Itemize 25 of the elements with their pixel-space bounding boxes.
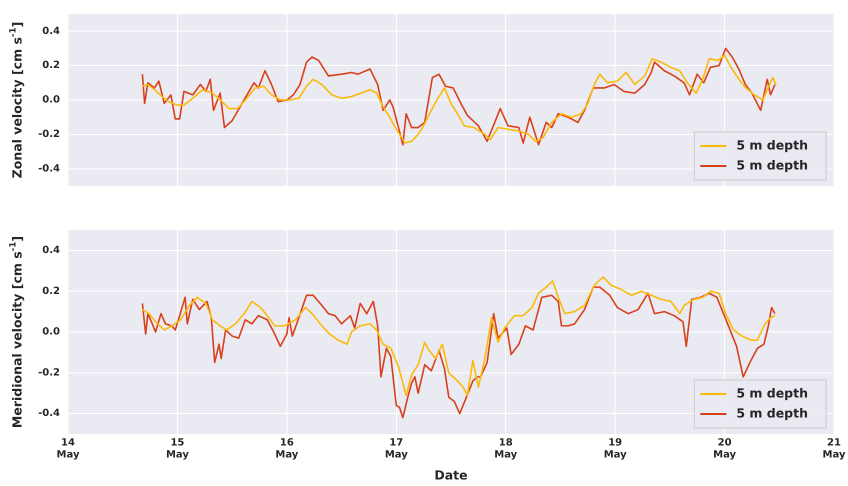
y-axis-title: Meridional velocity [cm s-1] xyxy=(8,236,24,428)
y-tick-label: 0.4 xyxy=(42,244,60,256)
x-tick-label: 21 May xyxy=(822,438,846,461)
legend-label: 5 m depth xyxy=(736,157,808,172)
y-tick-label: -0.2 xyxy=(38,367,60,378)
y-tick-label: 0.4 xyxy=(42,26,60,37)
x-tick-label: 18 May xyxy=(494,438,518,461)
y-tick-label: -0.4 xyxy=(38,163,60,174)
y-tick-label: 0.2 xyxy=(42,286,60,297)
y-tick-label: -0.4 xyxy=(38,408,60,420)
y-tick-label: 0.2 xyxy=(42,60,60,72)
legend-label: 5 m depth xyxy=(736,385,808,400)
x-tick-label: 19 May xyxy=(604,438,628,461)
y-tick-label: 0.0 xyxy=(42,326,60,338)
legend-label: 5 m depth xyxy=(736,405,808,420)
y-axis-title: Zonal velocity [cm s-1] xyxy=(8,22,24,178)
x-axis-title: Date xyxy=(434,467,468,482)
x-tick-label: 16 May xyxy=(275,438,299,461)
legend-label: 5 m depth xyxy=(736,137,808,152)
x-tick-label: 20 May xyxy=(713,438,736,461)
y-tick-label: -0.2 xyxy=(38,128,60,140)
x-tick-label: 15 May xyxy=(166,438,190,461)
y-tick-label: 0.0 xyxy=(42,94,60,106)
x-tick-label: 14 May xyxy=(56,438,80,461)
x-tick-label: 17 May xyxy=(384,438,408,461)
